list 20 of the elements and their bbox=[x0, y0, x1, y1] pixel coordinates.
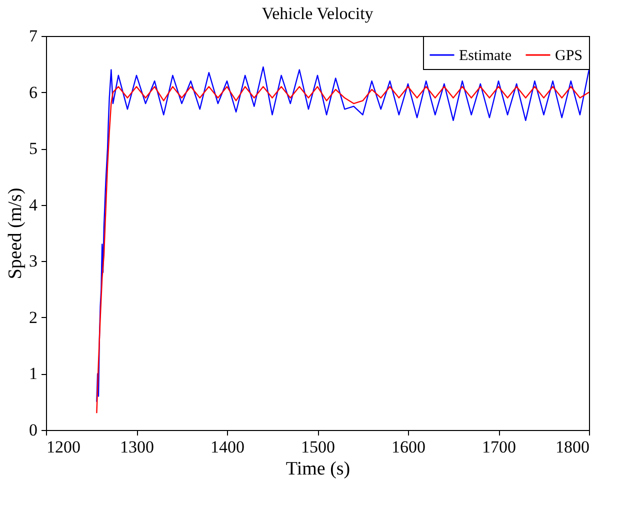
chart-title: Vehicle Velocity bbox=[262, 4, 374, 23]
y-tick-label: 4 bbox=[29, 195, 38, 214]
legend-label: GPS bbox=[555, 48, 583, 64]
y-tick-label: 6 bbox=[29, 82, 38, 102]
x-tick-label: 1400 bbox=[210, 438, 244, 456]
y-tick-label: 2 bbox=[29, 308, 38, 327]
x-tick-label: 1300 bbox=[120, 438, 154, 456]
x-tick-label: 1200 bbox=[46, 438, 80, 456]
x-tick-label: 1600 bbox=[392, 438, 426, 456]
legend-label: Estimate bbox=[459, 48, 512, 64]
x-axis-title: Time (s) bbox=[286, 458, 350, 480]
y-tick-label: 3 bbox=[29, 252, 38, 271]
x-tick-label: 1800 bbox=[556, 438, 590, 456]
y-tick-label: 0 bbox=[29, 420, 38, 440]
y-tick-label: 1 bbox=[29, 364, 38, 384]
y-tick-label: 5 bbox=[29, 139, 38, 158]
y-axis-title: Speed (m/s) bbox=[5, 188, 26, 280]
y-tick-label: 7 bbox=[29, 26, 38, 46]
x-tick-label: 1500 bbox=[301, 438, 335, 456]
x-tick-label: 1700 bbox=[482, 438, 516, 456]
